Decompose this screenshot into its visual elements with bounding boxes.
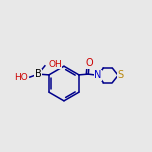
Text: S: S <box>117 70 123 80</box>
Text: OH: OH <box>48 60 62 69</box>
Text: O: O <box>86 58 93 68</box>
Text: B: B <box>35 69 41 79</box>
Text: HO: HO <box>14 73 28 82</box>
Text: N: N <box>94 70 101 80</box>
